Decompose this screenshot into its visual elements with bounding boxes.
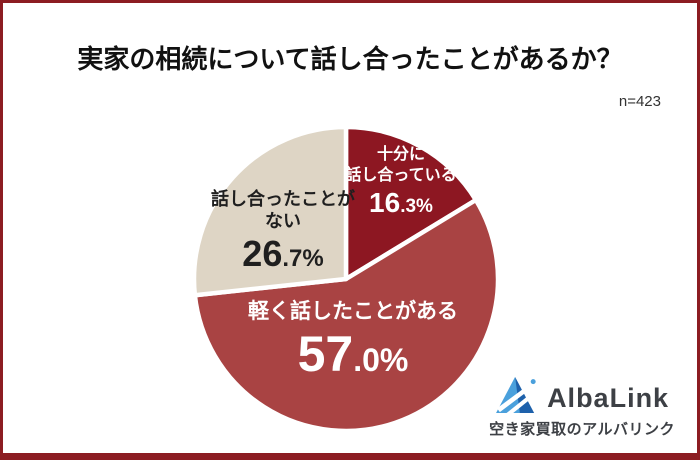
albalink-brand-text: AlbaLink: [547, 383, 670, 413]
pie-slice-2: [191, 124, 349, 298]
slice-label-line: ない: [265, 211, 301, 231]
slice-label-line: 十分に: [376, 146, 426, 163]
pie-slice-0: [343, 124, 479, 282]
page-title: 実家の相続について話し合ったことがあるか？: [77, 44, 623, 74]
slice-label-line: 軽く話したことがある: [248, 300, 458, 323]
slice-label-sufficiently-discussed: 十分に 話し合っている 16.3%: [345, 145, 456, 223]
slice-label-line: 話し合ったことが: [211, 189, 355, 209]
slice-percentage: 57.0%: [297, 326, 409, 382]
albalink-logo-row: AlbaLink: [489, 374, 675, 414]
pie-svg: [191, 124, 501, 434]
sample-size-label: n=423: [618, 93, 661, 110]
albalink-tagline: 空き家買取のアルバリンク: [489, 421, 675, 438]
pie-slice-1: [192, 197, 501, 434]
albalink-triangle-mountain-icon: [496, 376, 536, 414]
slice-label-lightly-discussed: 軽く話したことがある 57.0%: [248, 299, 458, 387]
slice-percentage: 16.3%: [369, 187, 433, 218]
slice-label-line: 話し合っている: [345, 167, 457, 184]
albalink-logo: AlbaLink 空き家買取のアルバリンク: [489, 374, 675, 439]
slice-label-never-discussed: 話し合ったことが ない 26.7%: [211, 188, 355, 279]
slice-percentage: 26.7%: [242, 233, 324, 274]
pie-chart: 十分に 話し合っている 16.3% 話し合ったことが ない 26.7% 軽く話し…: [188, 121, 504, 437]
